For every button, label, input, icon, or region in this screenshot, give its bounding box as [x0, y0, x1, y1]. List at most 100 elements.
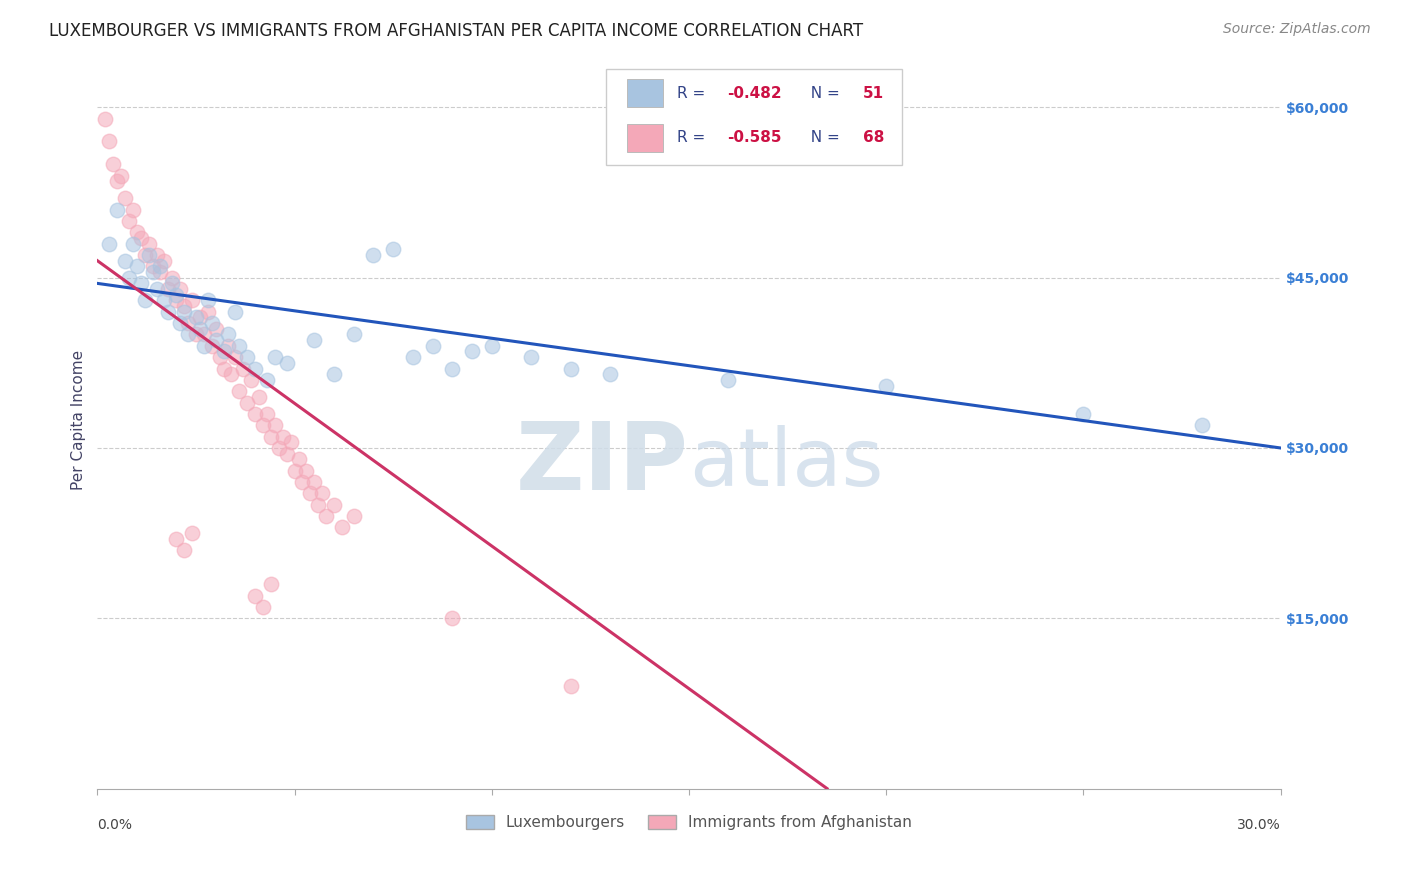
Point	[157, 282, 180, 296]
Text: 0.0%: 0.0%	[97, 818, 132, 832]
Point	[121, 236, 143, 251]
Point	[169, 316, 191, 330]
Point	[217, 339, 239, 353]
Point	[149, 265, 172, 279]
Point	[599, 368, 621, 382]
Point	[236, 350, 259, 364]
Point	[157, 305, 180, 319]
Point	[212, 344, 235, 359]
Point	[263, 418, 285, 433]
Point	[162, 270, 184, 285]
Point	[343, 327, 366, 342]
Text: N =: N =	[801, 86, 845, 101]
Point	[256, 407, 278, 421]
Point	[105, 174, 128, 188]
Point	[221, 368, 243, 382]
Point	[173, 543, 195, 558]
Point	[145, 248, 167, 262]
Point	[114, 253, 136, 268]
Point	[94, 112, 117, 126]
Point	[177, 327, 200, 342]
Point	[232, 361, 254, 376]
Point	[323, 498, 346, 512]
Point	[307, 498, 329, 512]
Text: 30.0%: 30.0%	[1237, 818, 1281, 832]
Point	[173, 305, 195, 319]
Point	[252, 599, 274, 614]
Point	[287, 452, 309, 467]
Point	[134, 293, 156, 308]
Point	[315, 509, 337, 524]
Point	[173, 299, 195, 313]
Point	[276, 447, 298, 461]
Point	[280, 435, 302, 450]
Point	[295, 464, 318, 478]
Point	[125, 225, 148, 239]
Text: 68: 68	[863, 130, 884, 145]
Point	[304, 475, 326, 489]
Point	[201, 339, 224, 353]
Point	[283, 464, 305, 478]
Point	[224, 350, 246, 364]
Point	[311, 486, 333, 500]
Point	[224, 305, 246, 319]
Point	[162, 277, 184, 291]
Point	[481, 339, 503, 353]
Point	[129, 231, 152, 245]
Point	[441, 361, 464, 376]
Point	[153, 253, 176, 268]
Point	[363, 248, 385, 262]
Point	[560, 679, 582, 693]
Point	[260, 577, 283, 591]
Point	[299, 486, 322, 500]
Point	[276, 356, 298, 370]
Point	[181, 526, 204, 541]
Point	[188, 310, 211, 325]
Point	[382, 243, 405, 257]
Point	[204, 333, 226, 347]
Point	[197, 305, 219, 319]
FancyBboxPatch shape	[627, 124, 664, 152]
Point	[263, 350, 285, 364]
Text: atlas: atlas	[689, 425, 883, 503]
Point	[110, 169, 132, 183]
Point	[402, 350, 425, 364]
Point	[129, 277, 152, 291]
Point	[291, 475, 314, 489]
Point	[184, 310, 207, 325]
Point	[212, 361, 235, 376]
Point	[236, 395, 259, 409]
Point	[149, 260, 172, 274]
Text: -0.585: -0.585	[727, 130, 782, 145]
FancyBboxPatch shape	[606, 69, 903, 165]
Point	[1191, 418, 1213, 433]
Point	[461, 344, 484, 359]
Point	[243, 407, 266, 421]
Point	[247, 390, 270, 404]
Point	[153, 293, 176, 308]
Y-axis label: Per Capita Income: Per Capita Income	[72, 350, 86, 490]
Point	[243, 361, 266, 376]
Text: 51: 51	[863, 86, 884, 101]
Point	[217, 327, 239, 342]
Point	[204, 322, 226, 336]
Text: -0.482: -0.482	[727, 86, 782, 101]
Point	[343, 509, 366, 524]
Point	[121, 202, 143, 217]
Point	[228, 339, 250, 353]
Point	[323, 368, 346, 382]
Point	[520, 350, 543, 364]
Point	[260, 429, 283, 443]
Point	[560, 361, 582, 376]
Point	[105, 202, 128, 217]
Point	[118, 214, 141, 228]
Point	[165, 293, 187, 308]
Point	[422, 339, 444, 353]
Point	[228, 384, 250, 399]
Text: ZIP: ZIP	[516, 417, 689, 510]
Point	[201, 316, 224, 330]
Point	[1073, 407, 1095, 421]
Legend: Luxembourgers, Immigrants from Afghanistan: Luxembourgers, Immigrants from Afghanist…	[460, 809, 918, 836]
Point	[181, 293, 204, 308]
Point	[165, 532, 187, 546]
